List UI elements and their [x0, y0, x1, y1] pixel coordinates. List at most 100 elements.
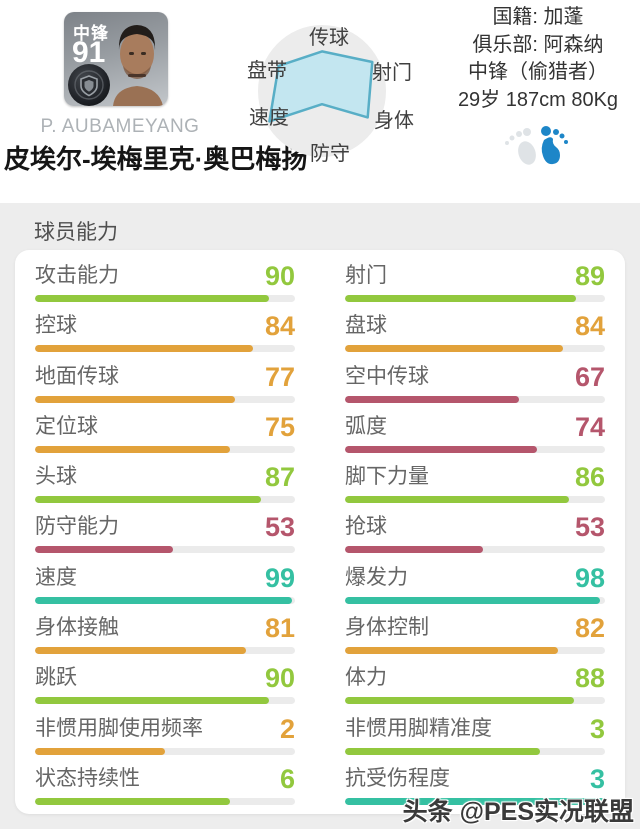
position-badge: 中锋 — [73, 24, 109, 43]
abilities-section: 球员能力 攻击能力 90 控球 84 地面传球 77 定位球 — [0, 203, 640, 829]
stat-bar — [35, 697, 295, 705]
stat-row: 定位球 75 — [35, 411, 295, 461]
stat-bar-fill — [35, 445, 230, 453]
stat-bar-fill — [35, 596, 293, 604]
stat-row: 弧度 74 — [345, 411, 605, 461]
radar-label-dribbling: 盘带 — [247, 60, 287, 82]
stat-label: 跳跃 — [35, 666, 77, 690]
left-foot-icon — [505, 128, 536, 165]
stat-value: 90 — [264, 663, 295, 694]
club-line: 俱乐部: 阿森纳 — [472, 33, 604, 56]
stat-label: 爆发力 — [345, 565, 408, 589]
stat-value: 86 — [574, 462, 605, 493]
overall-rating: 91 — [72, 36, 106, 69]
player-name-latin: P. AUBAMEYANG — [40, 116, 200, 137]
stat-value: 6 — [279, 763, 295, 794]
stat-bar-fill — [345, 747, 540, 755]
stat-bar — [35, 747, 295, 755]
stat-bar — [35, 345, 295, 353]
stat-bar — [35, 647, 295, 655]
stat-bar-fill — [345, 345, 564, 353]
player-name-zh: 皮埃尔-埃梅里克·奥巴梅扬 — [4, 144, 308, 174]
stat-row: 地面传球 77 — [35, 361, 295, 411]
foot-preference-icon — [505, 126, 568, 165]
stat-bar — [345, 596, 605, 604]
stat-label: 状态持续性 — [35, 766, 140, 790]
stat-bar — [35, 445, 295, 453]
stat-row: 控球 84 — [35, 310, 295, 360]
stat-bar-fill — [35, 546, 173, 554]
stat-bar — [345, 747, 605, 755]
stat-label: 攻击能力 — [35, 264, 119, 287]
stat-bar — [35, 395, 295, 403]
stat-bar — [345, 697, 605, 705]
stat-bar — [35, 546, 295, 554]
stat-bar — [345, 395, 605, 403]
stat-label: 防守能力 — [35, 515, 119, 539]
stat-label: 空中传球 — [345, 364, 429, 388]
stat-value: 75 — [264, 411, 295, 442]
stat-label: 抗受伤程度 — [345, 766, 450, 790]
stat-bar-fill — [35, 647, 246, 655]
stat-bar — [35, 496, 295, 504]
radar-label-passing: 传球 — [309, 27, 349, 49]
role-line: 中锋（偷猎者） — [468, 61, 608, 83]
stat-value: 87 — [264, 462, 295, 493]
stat-value: 81 — [264, 613, 295, 644]
stat-bar-fill — [345, 697, 574, 705]
stat-row: 抗受伤程度 3 — [345, 763, 605, 813]
stat-label: 身体接触 — [35, 616, 119, 640]
stat-bar — [345, 647, 605, 655]
stat-label: 脚下力量 — [345, 465, 429, 489]
stat-row: 头球 87 — [35, 461, 295, 511]
stat-label: 头球 — [35, 465, 77, 489]
ball-emblem-icon — [68, 64, 110, 106]
stat-value: 77 — [264, 361, 295, 392]
stat-bar-fill — [35, 395, 236, 403]
stat-label: 盘球 — [345, 314, 387, 338]
radar-label-physical: 身体 — [374, 110, 414, 132]
stat-bar — [345, 797, 605, 805]
stat-bar-fill — [35, 797, 230, 805]
stat-label: 体力 — [345, 666, 387, 690]
stat-row: 体力 88 — [345, 662, 605, 712]
radar-label-speed: 速度 — [249, 107, 289, 129]
stat-row: 身体接触 81 — [35, 612, 295, 662]
stat-bar — [345, 546, 605, 554]
player-card[interactable]: 中锋 91 — [64, 12, 168, 106]
stat-row: 身体控制 82 — [345, 612, 605, 662]
nationality-line: 国籍: 加蓬 — [492, 6, 584, 28]
stat-label: 抢球 — [345, 515, 387, 539]
stat-value: 82 — [574, 613, 605, 644]
stat-row: 抢球 53 — [345, 511, 605, 561]
stat-value: 3 — [589, 763, 605, 794]
player-photo — [113, 25, 163, 106]
stat-bar-fill — [35, 747, 165, 755]
stat-value: 84 — [574, 311, 605, 342]
stat-row: 攻击能力 90 — [35, 260, 295, 310]
stat-label: 地面传球 — [35, 364, 119, 388]
stat-label: 非惯用脚使用频率 — [35, 716, 203, 740]
stat-value: 90 — [264, 261, 295, 291]
stat-row: 非惯用脚精准度 3 — [345, 713, 605, 763]
stat-row: 爆发力 98 — [345, 562, 605, 612]
stat-value: 67 — [574, 361, 605, 392]
right-foot-icon — [541, 126, 568, 165]
stat-bar-fill — [345, 797, 605, 805]
stat-bar — [345, 295, 605, 302]
stat-label: 身体控制 — [345, 616, 429, 640]
stat-bar-fill — [35, 295, 269, 302]
stat-bar — [345, 445, 605, 453]
stat-value: 99 — [264, 562, 295, 593]
stat-bar-fill — [35, 697, 269, 705]
radar-chart — [258, 25, 386, 157]
abilities-column-right: 射门 89 盘球 84 空中传球 67 弧度 74 — [345, 260, 605, 813]
watermark: 头条 @PES实况联盟 — [402, 798, 634, 826]
radar-label-shooting: 射门 — [372, 62, 412, 84]
stat-bar-fill — [345, 445, 538, 453]
stat-row: 脚下力量 86 — [345, 461, 605, 511]
stat-label: 速度 — [35, 565, 77, 589]
stat-bar-fill — [345, 596, 600, 604]
stat-row: 速度 99 — [35, 562, 295, 612]
